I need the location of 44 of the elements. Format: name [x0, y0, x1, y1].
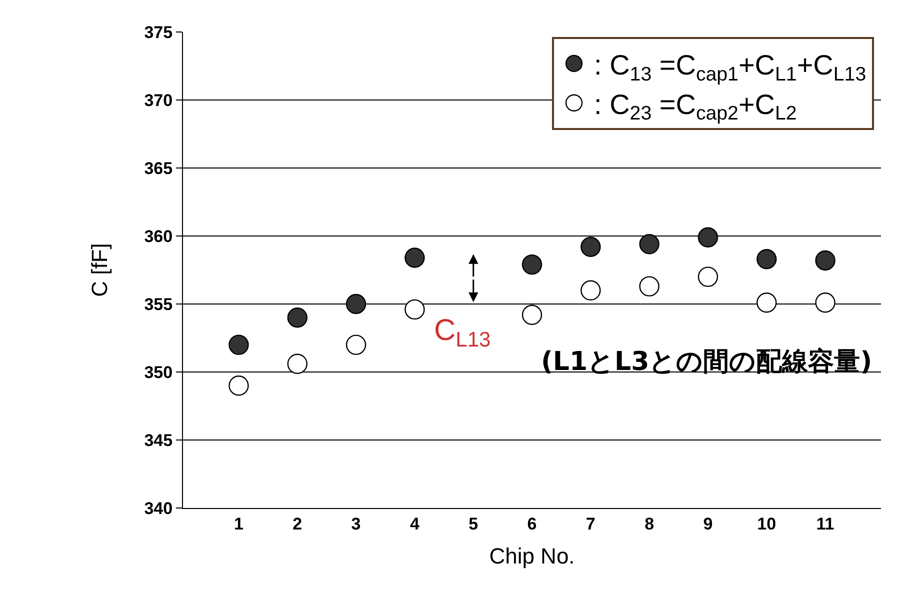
x-tick-label: 1: [234, 514, 244, 534]
point: [404, 248, 425, 268]
point: [815, 292, 836, 313]
y-tick-label: 375: [144, 22, 173, 42]
x-tick-label: 3: [351, 514, 361, 534]
x-tick-label: 7: [586, 514, 596, 534]
x-tick-label: 4: [410, 514, 420, 534]
x-tick-label: 9: [703, 514, 713, 534]
point: [522, 254, 542, 275]
y-tick-label: 360: [144, 226, 173, 246]
y-tick-label: 350: [144, 362, 173, 382]
point: [228, 376, 249, 396]
x-tick-label: 10: [757, 514, 776, 534]
point: [580, 280, 601, 300]
x-axis-title: Chip No.: [489, 543, 575, 568]
y-tick-label: 365: [144, 158, 173, 178]
y-axis-title: C [fF]: [87, 243, 112, 297]
x-tick-label: 5: [468, 514, 478, 534]
point: [580, 236, 601, 257]
point: [756, 249, 777, 270]
y-tick-label: 370: [144, 90, 173, 110]
point: [287, 354, 308, 374]
x-tick-label: 8: [644, 514, 654, 534]
point: [287, 308, 308, 328]
point: [346, 294, 366, 314]
legend-label: : C$_{13}$ =C$_{cap1}$+C$_{L1}$+C$_{L13}$: [594, 49, 866, 86]
y-tick-label: 345: [144, 430, 173, 450]
x-tick-label: 11: [816, 514, 834, 534]
legend-label: : C$_{23}$ =C$_{cap2}$+C$_{L2}$: [594, 88, 797, 125]
x-tick-label: 6: [527, 514, 537, 534]
point: [228, 334, 249, 355]
y-tick-label: 340: [144, 498, 173, 518]
y-tick-label: 355: [144, 294, 173, 314]
point: [522, 304, 542, 325]
point: [404, 299, 425, 320]
point: [815, 250, 836, 271]
point: [346, 334, 366, 355]
point: [639, 234, 660, 254]
point: [639, 276, 660, 296]
point: [756, 292, 777, 313]
x-tick-label: 2: [292, 514, 302, 534]
annotation: C$_{L13}$: [434, 314, 491, 352]
point: [698, 266, 718, 287]
point: [698, 227, 718, 248]
